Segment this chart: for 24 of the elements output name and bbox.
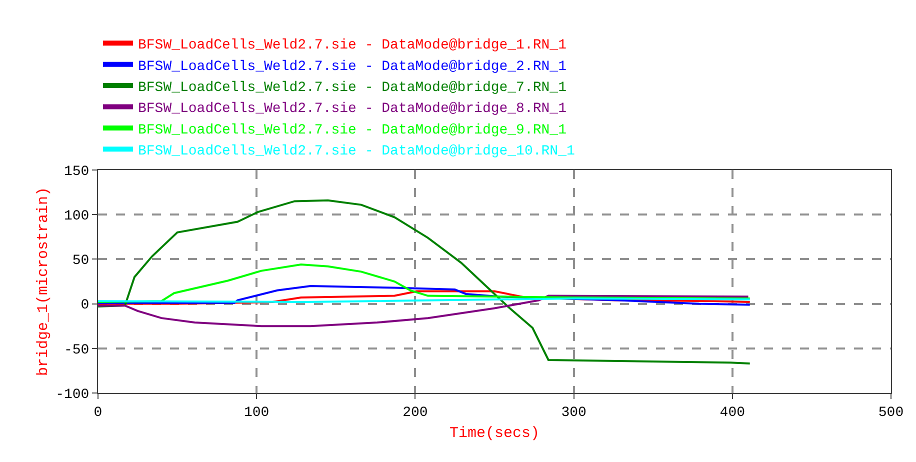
legend-label: BFSW_LoadCells_Weld2.7.sie - DataMode@bridge_9.RN_1 xyxy=(138,122,566,138)
legend-label: BFSW_LoadCells_Weld2.7.sie - DataMode@bridge_2.RN_1 xyxy=(138,58,566,75)
legend-label: BFSW_LoadCells_Weld2.7.sie - DataMode@bridge_10.RN_1 xyxy=(138,144,575,160)
line-series xyxy=(98,294,750,328)
x-tick-label: 500 xyxy=(878,404,904,421)
x-tick-label: 400 xyxy=(720,404,746,421)
y-tick-label: -100 xyxy=(56,386,90,403)
line-series xyxy=(98,264,751,304)
line-series xyxy=(98,199,751,365)
legend-label: BFSW_LoadCells_Weld2.7.sie - DataMode@bridge_7.RN_1 xyxy=(138,80,566,96)
y-tick-label: -50 xyxy=(64,342,90,358)
x-tick-label: 0 xyxy=(94,404,102,421)
line-series xyxy=(98,284,751,306)
y-tick-label: 100 xyxy=(64,208,90,224)
x-tick-label: 200 xyxy=(402,404,428,421)
y-tick-label: 0 xyxy=(80,298,90,314)
x-tick-label: 100 xyxy=(244,404,270,421)
x-axis-title: Time(secs) xyxy=(449,424,540,442)
y-tick-label: 50 xyxy=(72,253,90,270)
legend-label: BFSW_LoadCells_Weld2.7.sie - DataMode@bridge_1.RN_1 xyxy=(138,38,566,54)
y-tick-label: 150 xyxy=(64,164,90,180)
legend-label: BFSW_LoadCells_Weld2.7.sie - DataMode@bridge_8.RN_1 xyxy=(138,101,566,118)
y-axis-title: bridge_1(microstrain) xyxy=(34,186,52,376)
x-tick-label: 300 xyxy=(561,404,586,421)
